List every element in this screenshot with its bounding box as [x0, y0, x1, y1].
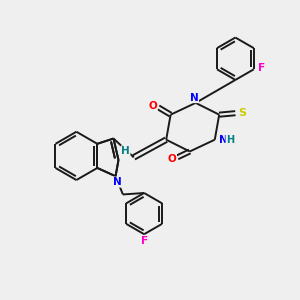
Text: N: N: [113, 177, 122, 187]
Text: F: F: [141, 236, 148, 246]
Text: N: N: [219, 135, 227, 145]
Text: S: S: [238, 108, 246, 118]
Text: H: H: [226, 135, 234, 145]
Text: N: N: [190, 93, 199, 103]
Text: H: H: [121, 146, 130, 156]
Text: O: O: [148, 101, 157, 111]
Text: F: F: [258, 63, 266, 73]
Text: O: O: [168, 154, 176, 164]
